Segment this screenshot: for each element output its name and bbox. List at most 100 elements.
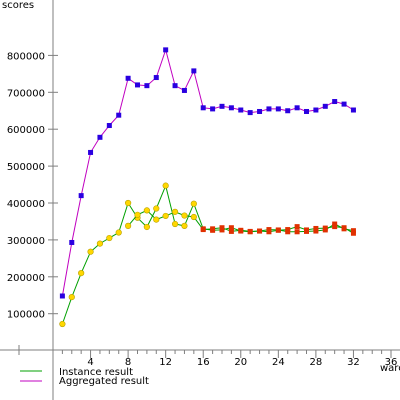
x-axis-title: warc [380,363,400,374]
data-point [115,229,122,236]
y-tick-label: 800000 [7,51,45,62]
x-ticks: 4 8 12 16 20 24 28 32 36 [61,350,398,368]
x-tick-label: 8 [125,357,131,368]
data-point [266,229,272,235]
data-point [350,228,356,234]
data-point [210,106,216,112]
data-point [238,107,244,113]
x-tick-label: 16 [197,357,210,368]
data-point [69,239,75,245]
data-point [153,205,160,212]
legend-label-instance: Instance result [59,367,133,378]
y-axis-title: scores [2,0,34,11]
data-point [228,228,234,234]
legend: Instance result Aggregated result [20,367,149,387]
data-point [238,227,244,233]
data-point [304,227,309,233]
x-tick-label: 32 [347,357,360,368]
data-point [200,105,206,111]
data-point [332,224,338,230]
data-point [285,108,291,114]
data-point [181,222,188,229]
data-point [134,211,141,218]
data-point [257,228,263,234]
data-point [190,200,197,207]
data-point [125,222,132,229]
y-tick-label: 400000 [7,199,45,210]
x-tick-label: 36 [385,357,398,368]
y-tick-label: 300000 [7,236,45,247]
data-point [341,101,347,107]
data-point [247,228,253,234]
data-point [87,248,94,255]
data-point [332,221,338,227]
y-tick-label: 500000 [7,162,45,173]
data-point [59,320,66,328]
data-point [266,106,272,112]
data-point [247,110,253,116]
data-point [275,227,281,233]
data-point [313,225,319,231]
data-point [257,108,263,114]
data-point [143,207,150,214]
data-point [125,199,132,207]
data-point [59,293,65,299]
x-tick-label: 12 [159,357,172,368]
data-point [294,229,300,235]
data-point [200,227,206,233]
data-point [106,234,113,242]
y-tick-label: 700000 [7,88,45,99]
data-point [190,213,197,221]
data-point [332,99,338,105]
data-point [228,225,234,231]
series-line [61,48,354,297]
data-point [135,82,140,88]
data-point [78,270,85,277]
data-point [219,225,225,231]
y-tick-label: 200000 [7,273,45,284]
x-tick-label: 24 [272,357,285,368]
x-tick-label: 4 [87,357,93,368]
data-point [219,103,225,109]
data-point [304,108,309,114]
data-point [341,225,347,231]
data-point [78,193,84,199]
data-point [171,208,179,215]
data-point [153,216,160,223]
data-point [181,87,187,93]
data-point [181,212,188,219]
data-point [210,226,216,232]
data-point [144,83,150,89]
data-point [228,105,234,111]
data-point [143,223,150,231]
y-tick-label: 600000 [7,125,45,136]
data-point [162,182,169,189]
data-point [68,293,75,301]
data-point [285,227,291,233]
data-point [171,220,179,228]
data-point [350,107,356,113]
data-point [162,212,169,220]
series-line [61,184,354,325]
data-point [153,75,159,81]
data-point [106,123,112,129]
data-point [172,83,178,89]
data-point [313,228,319,234]
legend-label-aggregated: Aggregated result [59,376,149,387]
data-point [294,224,300,230]
data-point [125,75,131,81]
data-point [88,149,94,155]
series-layer [59,47,356,328]
data-point [116,112,122,118]
data-point [97,134,103,140]
data-point [350,230,356,236]
data-point [163,47,169,53]
y-ticks: 100000 200000 300000 400000 500000 600000 7000… [7,51,58,321]
data-point [275,106,281,112]
series-group [125,207,356,236]
x-tick-label: 20 [234,357,247,368]
data-point [313,107,319,113]
